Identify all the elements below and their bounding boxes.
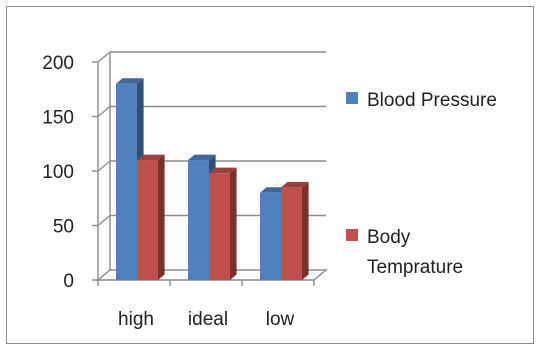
gridline-depth-50	[97, 214, 111, 227]
bar-face	[281, 187, 302, 280]
legend-label-0-0: Blood Pressure	[367, 90, 497, 111]
bar-top	[260, 187, 288, 193]
gridline-depth-100	[97, 160, 111, 172]
y-tick-label-100: 100	[42, 162, 74, 183]
x-tick-label-low: low	[266, 309, 295, 330]
bar-side	[158, 154, 165, 280]
bar-top	[137, 154, 165, 161]
y-tick-label-200: 200	[42, 53, 74, 74]
legend-label-1-0: Body	[367, 227, 411, 248]
bar-body-temprature-low	[281, 181, 309, 280]
bar-side	[302, 181, 309, 280]
bar-face	[260, 192, 281, 280]
bar-body-temprature-high	[137, 154, 165, 280]
legend-swatch-0	[346, 92, 358, 104]
bar-face	[188, 160, 209, 280]
legend-swatch-1	[346, 229, 358, 241]
bar-face	[137, 160, 158, 280]
gridline-depth-150	[97, 105, 111, 118]
y-tick-label-0: 0	[63, 271, 74, 292]
bar-top	[281, 181, 309, 188]
gridline-depth-200	[97, 51, 111, 63]
bar-top	[188, 154, 216, 161]
y-tick-label-150: 150	[42, 108, 74, 129]
bar-side	[230, 167, 237, 280]
legend-label-1-1: Temprature	[367, 257, 463, 278]
bar-face	[116, 83, 137, 280]
bar-face	[209, 173, 230, 280]
x-tick-label-ideal: ideal	[188, 309, 228, 330]
y-tick-label-50: 50	[53, 217, 74, 238]
x-tick-label-high: high	[118, 309, 154, 330]
bar-top	[209, 167, 237, 174]
bar-top	[116, 78, 144, 84]
bar-body-temprature-ideal	[209, 167, 237, 280]
